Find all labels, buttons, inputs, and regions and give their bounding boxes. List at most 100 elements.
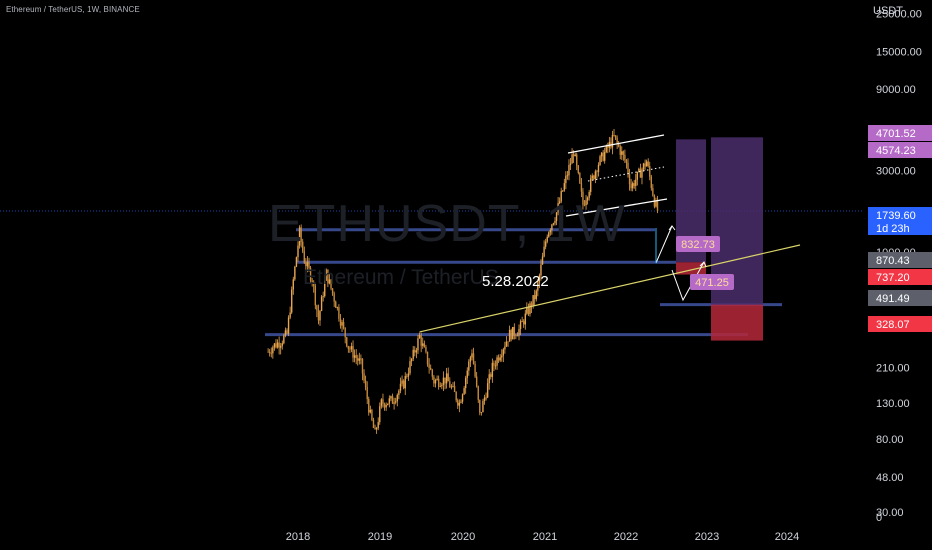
y-tick-label: 48.00 <box>876 472 904 484</box>
candle-body <box>526 308 528 314</box>
candle-body <box>580 183 583 192</box>
candle-body <box>524 313 526 325</box>
candle-body <box>420 335 422 346</box>
x-tick-label: 2023 <box>695 531 719 543</box>
candle-body <box>409 361 411 374</box>
candle-body <box>630 184 632 189</box>
price-badge-red <box>868 269 932 285</box>
candle-body <box>649 166 651 177</box>
candle-body <box>507 341 509 343</box>
candle-body <box>327 269 329 284</box>
axis-currency-label[interactable]: USDT <box>873 5 903 17</box>
channel-lower-line <box>565 198 668 217</box>
candle-body <box>283 335 285 344</box>
x-tick-label: 2020 <box>451 531 475 543</box>
candle-body <box>605 145 607 152</box>
y-tick-label: 210.00 <box>876 363 910 375</box>
candle-body <box>518 329 520 336</box>
candle-body <box>603 151 606 161</box>
candle-body <box>363 373 365 381</box>
candle-body <box>614 135 617 138</box>
candle-body <box>597 164 600 172</box>
candle-body <box>275 343 277 348</box>
candle-body <box>452 385 454 387</box>
candle-body <box>333 293 335 302</box>
price-badge-gray <box>868 252 932 268</box>
candlesticks <box>267 129 659 434</box>
candle-body <box>300 227 302 242</box>
candle-body <box>364 380 367 387</box>
candle-body <box>599 156 601 165</box>
price-badge-purple <box>868 125 932 141</box>
candle-body <box>593 175 595 180</box>
candle-body <box>317 310 320 321</box>
candle-body <box>412 349 414 359</box>
candle-body <box>385 404 387 408</box>
candle-body <box>486 383 489 398</box>
candle-body <box>541 256 544 265</box>
candle-body <box>320 296 323 311</box>
candle-body <box>569 163 572 166</box>
projection-label-1: 471.25 <box>695 277 729 289</box>
candle-body <box>377 422 379 429</box>
x-tick-label: 2022 <box>614 531 638 543</box>
x-tick-label: 2024 <box>775 531 799 543</box>
candle-body <box>380 399 383 407</box>
candle-body <box>568 165 570 176</box>
candle-body <box>523 321 525 325</box>
projection-label-0: 832.73 <box>681 239 715 251</box>
watermark-name: Ethereum / TetherUS <box>303 266 499 289</box>
projection-arrow-2 <box>699 261 707 268</box>
candle-body <box>540 264 542 276</box>
x-tick-label: 2021 <box>533 531 557 543</box>
candle-body <box>382 399 384 404</box>
candle-body <box>468 361 470 371</box>
candle-body <box>352 346 354 358</box>
candle-body <box>447 373 449 382</box>
candle-body <box>477 386 479 400</box>
candle-body <box>357 357 359 361</box>
candle-body <box>372 419 375 428</box>
price-badge-countdown: 1d 23h <box>876 223 910 235</box>
candle-body <box>278 342 280 348</box>
candle-body <box>493 362 495 366</box>
candle-body <box>273 343 276 348</box>
candle-body <box>496 357 498 366</box>
candle-body <box>360 358 362 360</box>
y-tick-label: 25000.00 <box>876 9 922 21</box>
candle-body <box>368 399 370 413</box>
candle-body <box>494 365 497 367</box>
candle-body <box>613 134 615 136</box>
candle-body <box>268 351 271 354</box>
candle-body <box>298 227 301 246</box>
candle-body <box>344 327 346 338</box>
price-badge-gray <box>868 290 932 306</box>
candle-body <box>414 349 416 353</box>
candle-body <box>295 257 298 267</box>
candle-body <box>442 377 445 385</box>
candle-body <box>434 380 437 384</box>
watermark-ticker: ETHUSDT, 1W <box>268 195 626 253</box>
candle-body <box>457 400 459 406</box>
candle-body <box>314 286 316 306</box>
candle-body <box>586 197 589 201</box>
channel-mid-line <box>587 166 665 182</box>
candle-body <box>394 401 397 403</box>
candle-body <box>549 229 552 233</box>
candle-body <box>546 236 548 242</box>
candle-body <box>639 168 642 178</box>
candle-body <box>331 288 334 294</box>
candle-body <box>388 398 391 404</box>
candle-body <box>627 162 629 174</box>
candle-body <box>624 154 626 161</box>
candle-body <box>505 341 508 347</box>
candle-body <box>554 220 556 224</box>
candle-body <box>303 251 305 263</box>
candle-body <box>281 343 283 346</box>
price-badge-label: 491.49 <box>876 293 910 305</box>
candle-body <box>353 355 356 358</box>
candle-body <box>336 307 339 309</box>
y-tick-label: 3000.00 <box>876 166 916 178</box>
candle-body <box>652 188 654 196</box>
